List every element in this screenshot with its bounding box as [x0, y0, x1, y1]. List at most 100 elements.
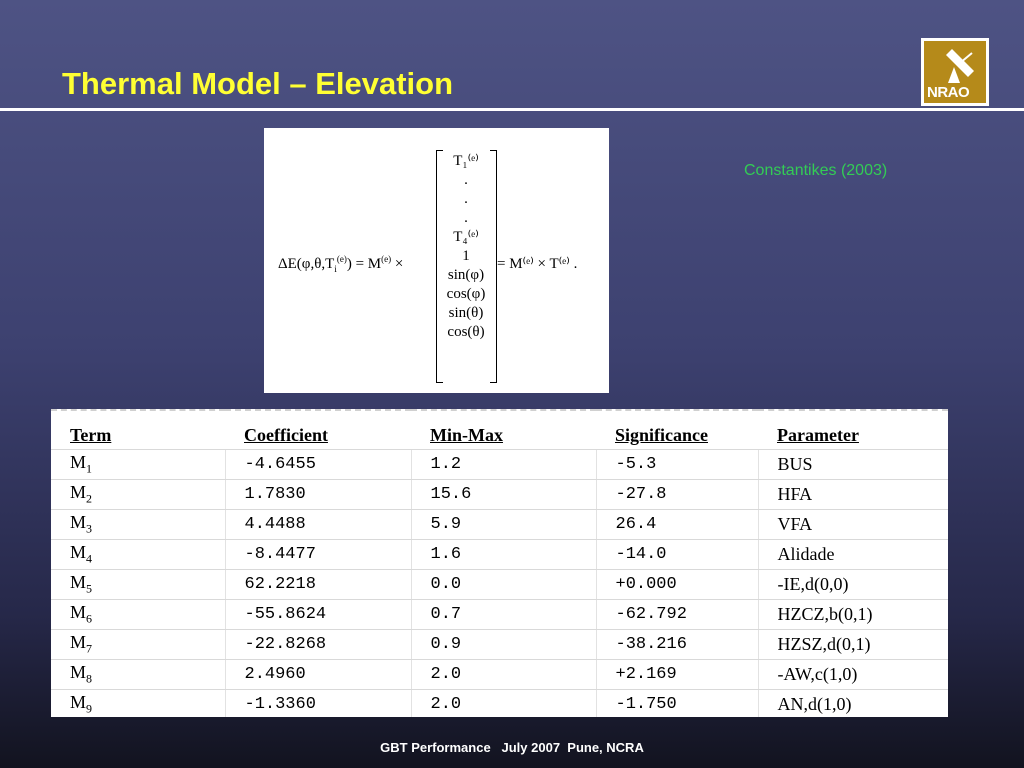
- cell-coefficient: 4.4488: [225, 509, 412, 540]
- cell-significance: -1.750: [596, 689, 759, 717]
- cell-term: M5: [51, 569, 226, 600]
- table-row: M3 4.4488 5.9 26.4 VFA: [51, 509, 948, 540]
- vector-entry: sin(φ): [447, 267, 485, 283]
- term-subscript: 3: [86, 521, 93, 536]
- cell-significance: 26.4: [596, 509, 759, 540]
- equation-m-sup: (e): [381, 254, 392, 264]
- cell-term: M6: [51, 599, 226, 630]
- header-parameter: Parameter: [758, 409, 948, 450]
- vector-entry: .: [464, 191, 468, 207]
- equation-image: ΔE(φ,θ,Ti(e)) = M(e) × T₁⁽ᵉ⁾ . . . T₄⁽ᵉ⁾…: [264, 128, 609, 393]
- cell-significance: +0.000: [596, 569, 759, 600]
- vector-entry: .: [464, 210, 468, 226]
- title-divider: [0, 108, 1024, 111]
- header-min-max: Min-Max: [411, 409, 596, 450]
- cell-parameter: -IE,d(0,0): [758, 569, 948, 600]
- equation-lhs-text: ΔE(φ,θ,T: [278, 256, 335, 272]
- vector-entry: cos(θ): [447, 324, 485, 340]
- term-subscript: 6: [86, 611, 93, 626]
- table-row: M6 -55.8624 0.7 -62.792 HZCZ,b(0,1): [51, 599, 948, 630]
- cell-parameter: HZSZ,d(0,1): [758, 629, 948, 660]
- header-term: Term: [51, 409, 225, 450]
- cell-coefficient: -4.6455: [225, 449, 412, 480]
- cell-parameter: HZCZ,b(0,1): [758, 599, 948, 630]
- cell-term: M7: [51, 629, 226, 660]
- cell-minmax: 2.0: [411, 689, 597, 717]
- cell-significance: -14.0: [596, 539, 759, 570]
- cell-significance: -5.3: [596, 449, 759, 480]
- cell-coefficient: 2.4960: [225, 659, 412, 690]
- cell-minmax: 5.9: [411, 509, 597, 540]
- term-subscript: 8: [86, 671, 93, 686]
- vector-entry: T₁⁽ᵉ⁾: [453, 153, 479, 169]
- equation-vector: T₁⁽ᵉ⁾ . . . T₄⁽ᵉ⁾ 1 sin(φ) cos(φ) sin(θ)…: [442, 152, 490, 342]
- cell-coefficient: 1.7830: [225, 479, 412, 510]
- citation: Constantikes (2003): [744, 162, 888, 179]
- equation-times: ×: [394, 256, 404, 272]
- term-symbol: M: [70, 662, 87, 683]
- equation-lhs-sup: (e): [336, 254, 347, 264]
- vector-right-bracket: [490, 150, 497, 383]
- equation-lhs: ΔE(φ,θ,Ti(e)) = M(e) ×: [278, 254, 403, 274]
- equation-rhs: = M⁽ᵉ⁾ × T⁽ᵉ⁾ .: [497, 256, 578, 272]
- cell-term: M1: [51, 449, 226, 480]
- vector-left-bracket: [436, 150, 443, 383]
- table-row: M2 1.7830 15.6 -27.8 HFA: [51, 479, 948, 510]
- cell-coefficient: -22.8268: [225, 629, 412, 660]
- cell-coefficient: -55.8624: [225, 599, 412, 630]
- nrao-logo: NRAO: [921, 38, 989, 106]
- cell-significance: -27.8: [596, 479, 759, 510]
- cell-term: M9: [51, 689, 226, 717]
- term-subscript: 7: [86, 641, 93, 656]
- radio-telescope-icon: [946, 49, 974, 83]
- equation-lhs-sub: i: [334, 264, 337, 274]
- cell-minmax: 0.0: [411, 569, 597, 600]
- cell-term: M3: [51, 509, 226, 540]
- slide-footer: GBT Performance July 2007 Pune, NCRA: [380, 740, 644, 755]
- table-row: M5 62.2218 0.0 +0.000 -IE,d(0,0): [51, 569, 948, 600]
- cell-coefficient: 62.2218: [225, 569, 412, 600]
- vector-entry: T₄⁽ᵉ⁾: [453, 229, 479, 245]
- cell-minmax: 0.9: [411, 629, 597, 660]
- term-symbol: M: [70, 692, 87, 713]
- logo-text: NRAO: [927, 84, 970, 101]
- cell-parameter: BUS: [758, 449, 948, 480]
- cell-parameter: -AW,c(1,0): [758, 659, 948, 690]
- cell-significance: -62.792: [596, 599, 759, 630]
- cell-minmax: 2.0: [411, 659, 597, 690]
- cell-significance: +2.169: [596, 659, 759, 690]
- cell-coefficient: -8.4477: [225, 539, 412, 570]
- cell-parameter: Alidade: [758, 539, 948, 570]
- cell-term: M2: [51, 479, 226, 510]
- table-row: M8 2.4960 2.0 +2.169 -AW,c(1,0): [51, 659, 948, 690]
- cell-minmax: 15.6: [411, 479, 597, 510]
- term-subscript: 9: [86, 701, 93, 716]
- term-subscript: 1: [86, 461, 93, 476]
- cell-parameter: VFA: [758, 509, 948, 540]
- term-symbol: M: [70, 512, 87, 533]
- cell-parameter: AN,d(1,0): [758, 689, 948, 717]
- cell-minmax: 0.7: [411, 599, 597, 630]
- term-symbol: M: [70, 542, 87, 563]
- cell-minmax: 1.6: [411, 539, 597, 570]
- term-symbol: M: [70, 482, 87, 503]
- term-subscript: 5: [86, 581, 93, 596]
- cell-parameter: HFA: [758, 479, 948, 510]
- term-symbol: M: [70, 572, 87, 593]
- header-coefficient: Coefficient: [225, 409, 411, 450]
- term-symbol: M: [70, 632, 87, 653]
- coefficient-table: Term Coefficient Min-Max Significance Pa…: [51, 409, 948, 717]
- term-symbol: M: [70, 602, 87, 623]
- table-row: M7 -22.8268 0.9 -38.216 HZSZ,d(0,1): [51, 629, 948, 660]
- cell-term: M8: [51, 659, 226, 690]
- term-subscript: 4: [86, 551, 93, 566]
- vector-entry: cos(φ): [446, 286, 486, 302]
- table-row: M9 -1.3360 2.0 -1.750 AN,d(1,0): [51, 689, 948, 717]
- vector-entry: .: [464, 172, 468, 188]
- cell-minmax: 1.2: [411, 449, 597, 480]
- table-row: M1 -4.6455 1.2 -5.3 BUS: [51, 449, 948, 480]
- vector-entry: 1: [462, 248, 470, 264]
- table-header-row: Term Coefficient Min-Max Significance Pa…: [51, 409, 948, 450]
- equation-lhs-tail: ) = M: [346, 256, 382, 272]
- term-subscript: 2: [86, 491, 93, 506]
